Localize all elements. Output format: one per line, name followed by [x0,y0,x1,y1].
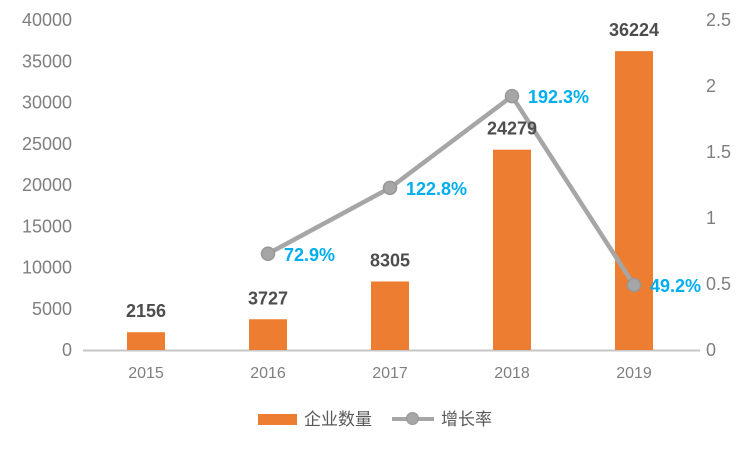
bar-value-label-2018: 24279 [487,119,537,139]
left-axis-tick-15000: 15000 [22,216,72,236]
legend-item-growth-rate: 增长率 [392,411,492,428]
left-axis-tick-5000: 5000 [32,299,72,319]
left-axis-tick-20000: 20000 [22,175,72,195]
legend-line-swatch-icon [392,412,434,426]
growth-marker-2018 [504,88,520,104]
combo-chart: 0 5000 10000 15000 20000 25000 30000 35000 40000… [22,10,731,382]
x-axis-label-2018: 2018 [494,365,530,382]
left-axis-tick-40000: 40000 [22,10,72,30]
growth-line [266,93,636,287]
bar-2018 [493,149,531,350]
right-axis-tick-0.5: 0.5 [706,274,731,294]
left-axis-tick-25000: 25000 [22,134,72,154]
right-axis-tick-1.5: 1.5 [706,142,731,162]
left-axis-tick-0: 0 [62,340,72,360]
growth-rate-label-2019: 49.2% [650,276,701,296]
bar-2016 [249,319,287,350]
legend: 企业数量 增长率 [0,403,750,435]
x-axis-label-2016: 2016 [250,365,286,382]
bar-value-label-2017: 8305 [370,250,410,270]
bar-2017 [371,281,409,350]
bar-value-label-2015: 2156 [126,301,166,321]
growth-marker-2017 [382,180,398,196]
legend-bar-swatch-icon [258,413,297,425]
x-axis-label-2015: 2015 [128,365,164,382]
bar-value-label-2019: 36224 [609,20,659,40]
legend-label-growth-rate: 增长率 [441,409,492,429]
bar-value-label-2016: 3727 [248,288,288,308]
left-axis-tick-35000: 35000 [22,51,72,71]
right-axis-tick-2.5: 2.5 [706,10,731,30]
growth-marker-2019 [626,277,642,293]
left-axis-tick-10000: 10000 [22,258,72,278]
growth-rate-label-2017: 122.8% [406,179,467,199]
growth-rate-label-2016: 72.9% [284,245,335,265]
growth-marker-2016 [260,246,276,262]
legend-item-enterprise-count: 企业数量 [258,411,372,428]
right-axis-tick-0: 0 [706,340,716,360]
legend-label-enterprise-count: 企业数量 [304,409,372,429]
bar-2015 [127,332,165,350]
growth-rate-label-2018: 192.3% [528,87,589,107]
bar-2019 [615,51,653,350]
legend-line-marker-icon [406,412,419,425]
right-axis-tick-2: 2 [706,76,716,96]
right-axis-tick-1: 1 [706,208,716,228]
x-axis-label-2019: 2019 [616,365,652,382]
left-axis-tick-30000: 30000 [22,93,72,113]
x-axis-label-2017: 2017 [372,365,408,382]
